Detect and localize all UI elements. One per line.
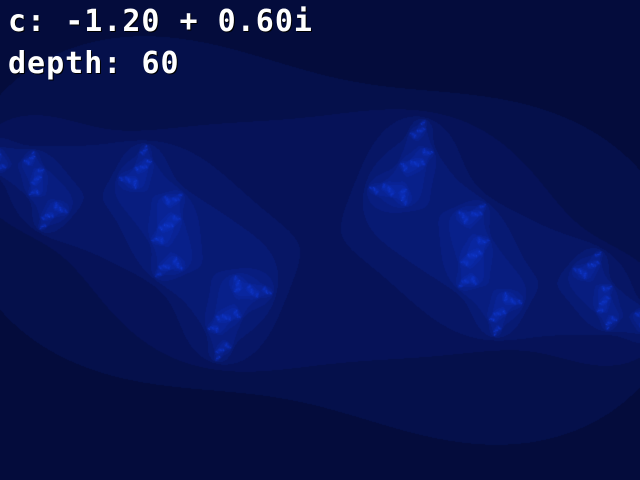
parameter-value: -1.20 + 0.60i — [65, 4, 313, 39]
parameter-label: c: — [8, 4, 47, 39]
depth-label: depth: — [8, 46, 123, 81]
depth-value: 60 — [141, 46, 180, 81]
parameter-readout: c: -1.20 + 0.60i — [8, 6, 313, 38]
depth-readout: depth: 60 — [8, 48, 180, 80]
